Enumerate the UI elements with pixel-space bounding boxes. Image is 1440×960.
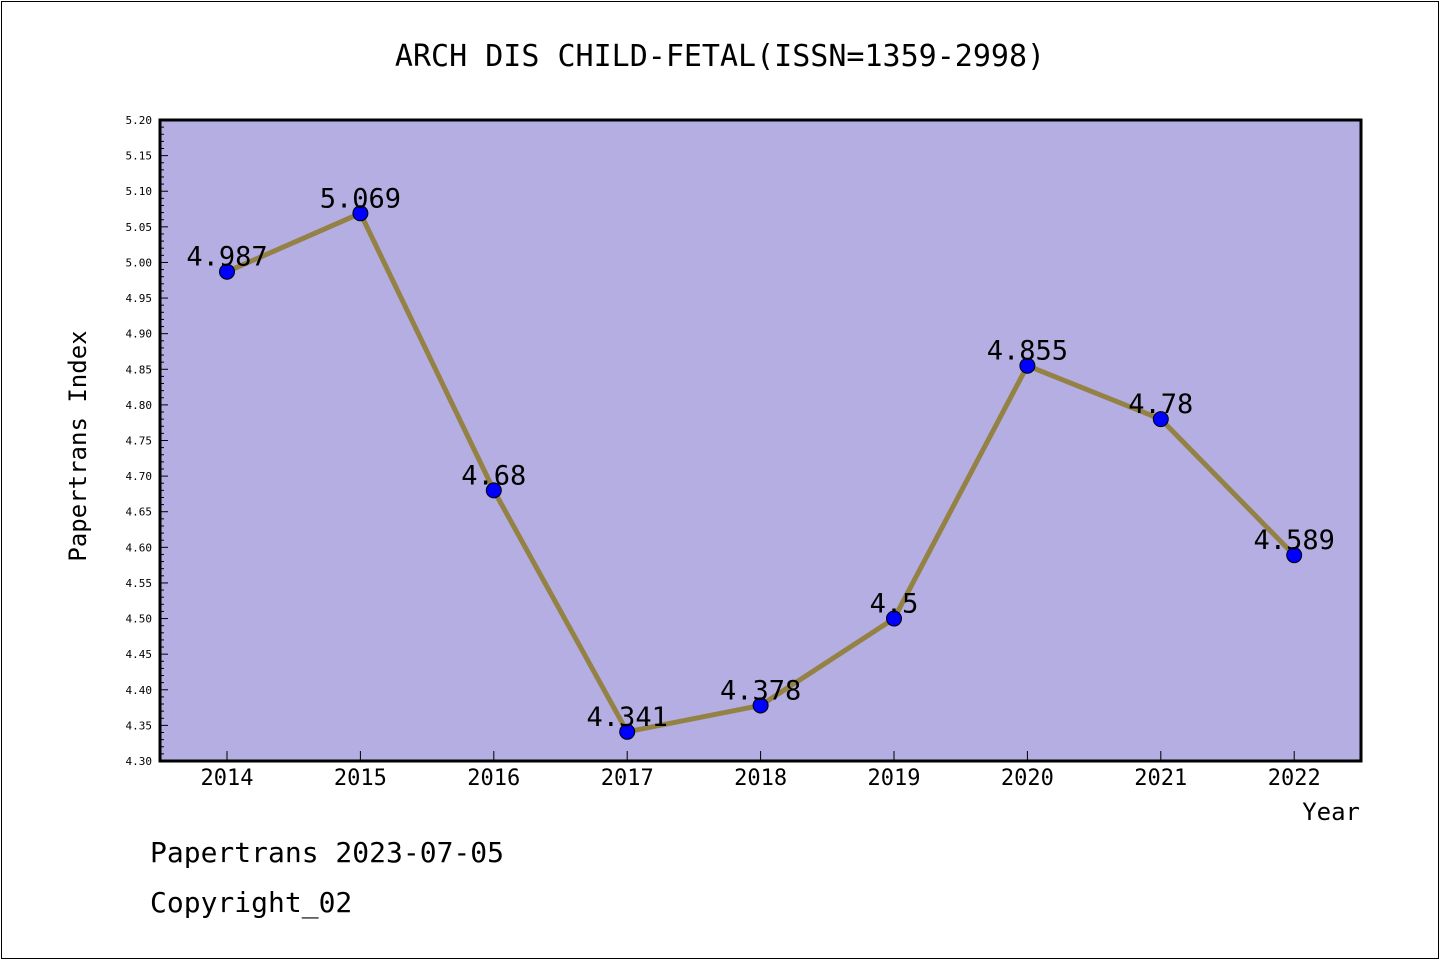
plot-area: [158, 118, 1363, 763]
y-tick-label: 4.70: [126, 470, 153, 483]
y-tick-label: 4.80: [126, 399, 153, 412]
data-label: 4.378: [720, 675, 801, 706]
y-tick-label: 5.00: [126, 256, 153, 269]
data-point: [886, 610, 902, 627]
data-point: [1019, 357, 1036, 374]
y-tick-label: 4.45: [126, 648, 153, 661]
footer-date-text: Papertrans 2023-07-05: [150, 836, 505, 869]
x-tick-label: 2019: [868, 766, 921, 791]
y-tick-label: 4.90: [126, 328, 153, 341]
x-tick-label: 2017: [601, 766, 654, 791]
x-axis-label: Year: [1302, 798, 1360, 826]
data-label: 4.589: [1254, 525, 1335, 556]
x-tick-label: 2021: [1134, 766, 1187, 791]
y-axis-label: Papertrans Index: [64, 330, 92, 561]
y-tick-label: 4.35: [126, 719, 153, 732]
x-tick-label: 2016: [467, 766, 520, 791]
data-label: 4.987: [186, 242, 267, 273]
y-tick-label: 4.40: [126, 684, 153, 697]
x-tick-label: 2022: [1268, 766, 1321, 791]
data-point: [619, 723, 636, 740]
x-tick-label: 2020: [1001, 766, 1054, 791]
data-label: 5.069: [320, 183, 401, 214]
y-tick-label: 4.60: [126, 541, 153, 554]
data-label: 4.78: [1128, 389, 1193, 420]
data-label: 4.5: [870, 589, 919, 620]
x-tick-label: 2014: [201, 766, 254, 791]
data-label: 4.68: [461, 460, 526, 491]
x-tick-label: 2015: [334, 766, 387, 791]
y-tick-label: 5.15: [126, 150, 153, 163]
data-point: [219, 263, 235, 280]
y-tick-label: 4.30: [126, 755, 153, 768]
data-labels: 4.987 5.069 4.68 4.341 4.378 4.5 4.855 4.78 4.58…: [186, 183, 1334, 732]
y-tick-label: 4.65: [126, 506, 153, 519]
y-tick-label: 4.50: [126, 613, 153, 626]
data-points: [219, 205, 1303, 740]
y-tick-label: 4.55: [126, 577, 153, 590]
x-tick-label: 2018: [734, 766, 787, 791]
data-point: [1152, 411, 1169, 428]
y-tick-label: 5.10: [126, 185, 153, 198]
x-axis: 2014 2015 2016 2017 2018 2019 2020 2021 2022: [201, 751, 1321, 791]
y-tick-label: 4.75: [126, 435, 153, 448]
data-point: [1286, 547, 1303, 564]
y-tick-label: 4.85: [126, 363, 153, 376]
y-tick-label: 4.95: [126, 292, 153, 305]
y-tick-label: 5.20: [126, 114, 153, 127]
y-tick-label: 5.05: [126, 221, 153, 234]
y-axis: 4.30 4.35 4.40 4.45 4.50 4.55 4.60 4.65 4.70 4.75…: [126, 114, 168, 768]
data-point: [752, 697, 769, 714]
chart-title: ARCH DIS CHILD-FETAL(ISSN=1359-2998): [395, 39, 1045, 74]
data-point: [485, 482, 502, 499]
data-point: [352, 205, 369, 222]
data-label: 4.341: [587, 702, 668, 733]
footer-copyright-text: Copyright_02: [150, 886, 353, 919]
data-label: 4.855: [987, 336, 1068, 367]
